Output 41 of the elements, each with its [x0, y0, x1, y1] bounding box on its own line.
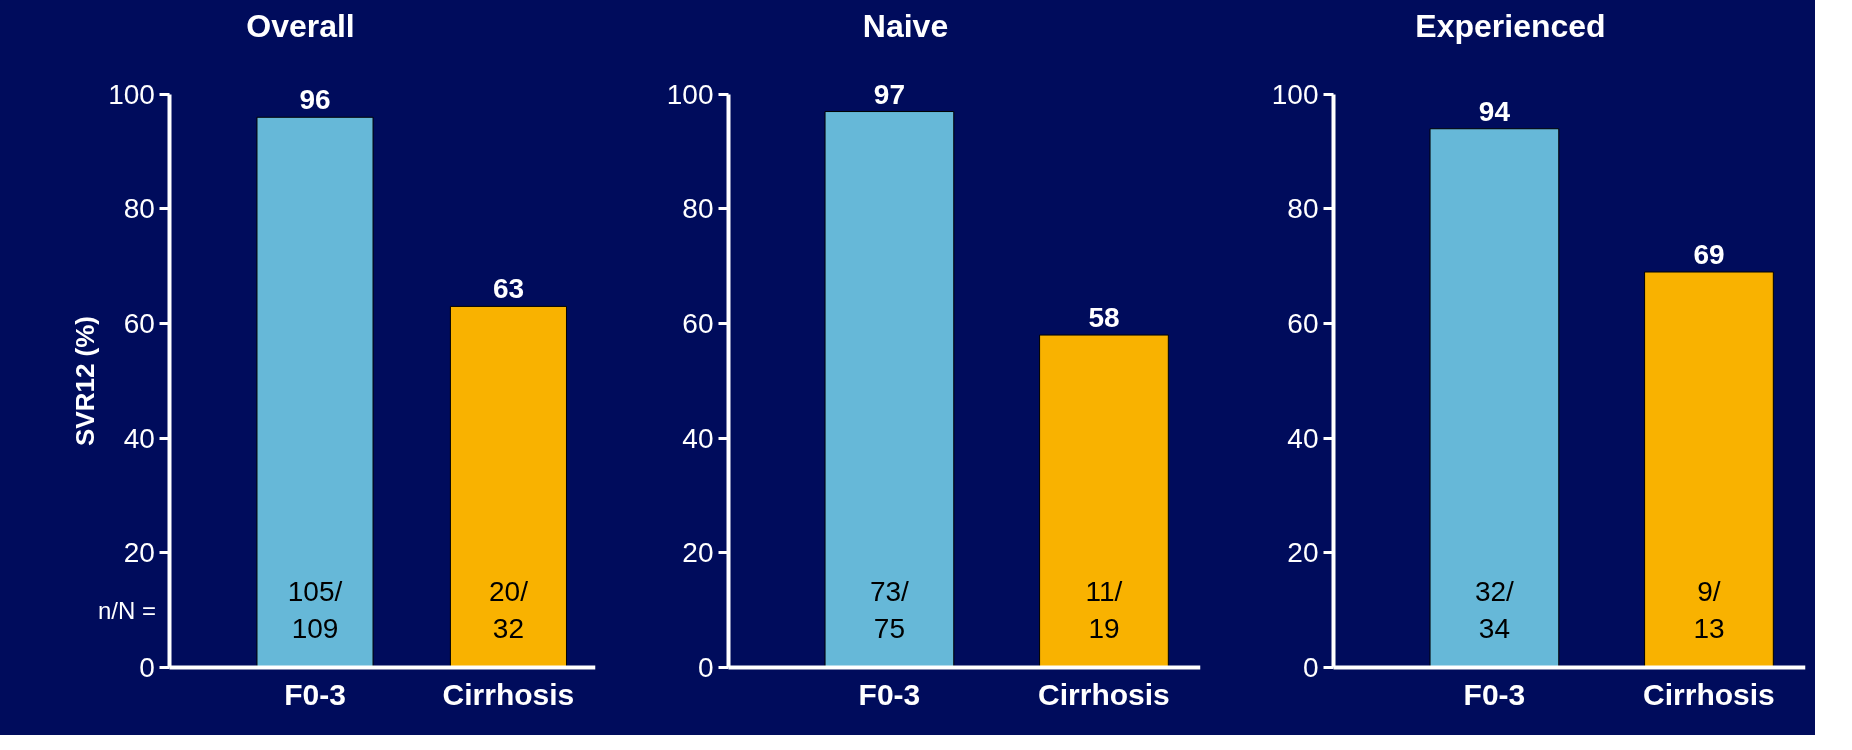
annotation: 20/ 32	[488, 576, 529, 645]
data-label: 69	[1693, 239, 1725, 271]
annotation: 9/ 13	[1693, 576, 1725, 645]
x-tick-label: F0-3	[1463, 678, 1526, 712]
chart-title: Overall	[246, 7, 355, 44]
y-tick-label: 0	[697, 651, 714, 683]
data-label: 94	[1478, 95, 1511, 127]
data-label: 97	[873, 78, 905, 110]
y-tick-label: 60	[682, 308, 714, 340]
y-tick-label: 20	[1287, 537, 1319, 569]
y-tick-label: 100	[108, 78, 155, 110]
chart-title: Experienced	[1415, 7, 1606, 44]
data-label: 63	[492, 273, 525, 305]
y-tick-label: 60	[123, 308, 155, 340]
y-tick-label: 80	[123, 193, 155, 225]
y-tick-label: 100	[1271, 78, 1319, 110]
data-label: 58	[1088, 302, 1120, 334]
chart-title: Naive	[862, 7, 949, 44]
y-tick-label: 0	[139, 651, 155, 683]
annotation: 11/ 19	[1085, 576, 1123, 645]
annotation: 73/ 75	[869, 576, 910, 645]
text: n/N =	[97, 596, 156, 624]
y-tick-label: 80	[1287, 193, 1319, 225]
y-tick-label: 100	[666, 78, 714, 110]
y-tick-label: 0	[1302, 651, 1319, 683]
data-label: 96	[299, 84, 331, 116]
y-tick-label: 40	[123, 422, 155, 454]
y-tick-label: 40	[1287, 422, 1319, 454]
y-tick-label: 80	[682, 193, 714, 225]
y-tick-label: 20	[123, 537, 155, 569]
x-tick-label: Cirrhosis	[1038, 678, 1170, 712]
y-tick-label: 40	[682, 422, 714, 454]
x-tick-label: F0-3	[858, 678, 921, 712]
x-tick-label: Cirrhosis	[1643, 678, 1775, 712]
y-axis-title: SVR12 (%)	[69, 315, 100, 447]
annotation: 105/ 109	[287, 576, 343, 645]
x-tick-label: Cirrhosis	[442, 678, 575, 712]
x-tick-label: F0-3	[284, 678, 346, 712]
y-tick-label: 20	[682, 537, 714, 569]
y-tick-label: 60	[1287, 308, 1319, 340]
annotation: 32/ 34	[1474, 576, 1515, 645]
